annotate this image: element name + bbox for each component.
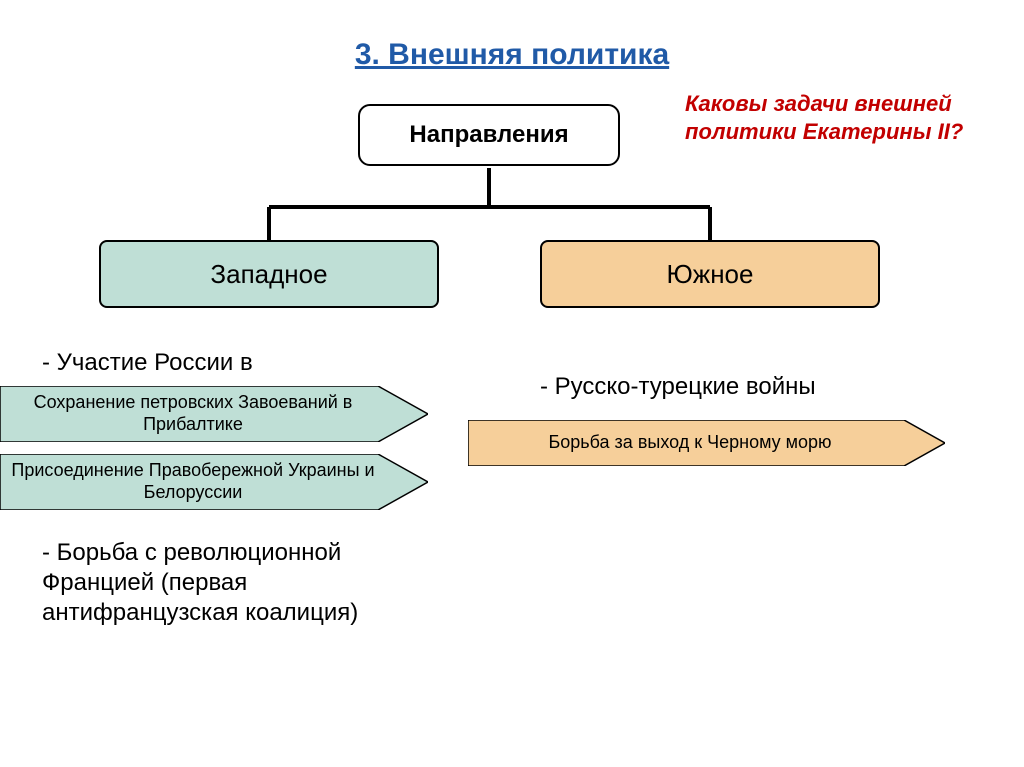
arrow-a3-text: Борьба за выход к Черному морю <box>548 432 831 454</box>
bullet-right-1-text: - Русско-турецкие войны <box>540 373 816 400</box>
slide-title: 3. Внешняя политика <box>0 38 1024 72</box>
arrow-a2-text: Присоединение Правобережной Украины и Бе… <box>8 460 378 503</box>
arrow-a2: Присоединение Правобережной Украины и Бе… <box>0 454 428 510</box>
arrow-a1-text: Сохранение петровских Завоеваний в Приба… <box>8 392 378 435</box>
slide-title-text: 3. Внешняя политика <box>355 38 669 71</box>
side-question: Каковы задачи внешней политики Екатерины… <box>685 90 1005 145</box>
branch-left: Западное <box>99 240 439 308</box>
bullet-left-2-text: - Борьба с революционной Францией (перва… <box>42 539 358 626</box>
root-label: Направления <box>409 121 568 149</box>
bullet-left-1-text: - Участие России в <box>42 349 253 376</box>
arrow-a1: Сохранение петровских Завоеваний в Приба… <box>0 386 428 442</box>
root-node: Направления <box>358 104 620 166</box>
branch-right: Южное <box>540 240 880 308</box>
branch-left-label: Западное <box>210 259 327 290</box>
branch-right-label: Южное <box>667 259 754 290</box>
side-question-text: Каковы задачи внешней политики Екатерины… <box>685 91 963 144</box>
bullet-left-2: - Борьба с революционной Францией (перва… <box>42 538 442 628</box>
arrow-a3: Борьба за выход к Черному морю <box>468 420 945 466</box>
bullet-left-1: - Участие России в <box>42 348 253 378</box>
bullet-right-1: - Русско-турецкие войны <box>540 372 816 402</box>
